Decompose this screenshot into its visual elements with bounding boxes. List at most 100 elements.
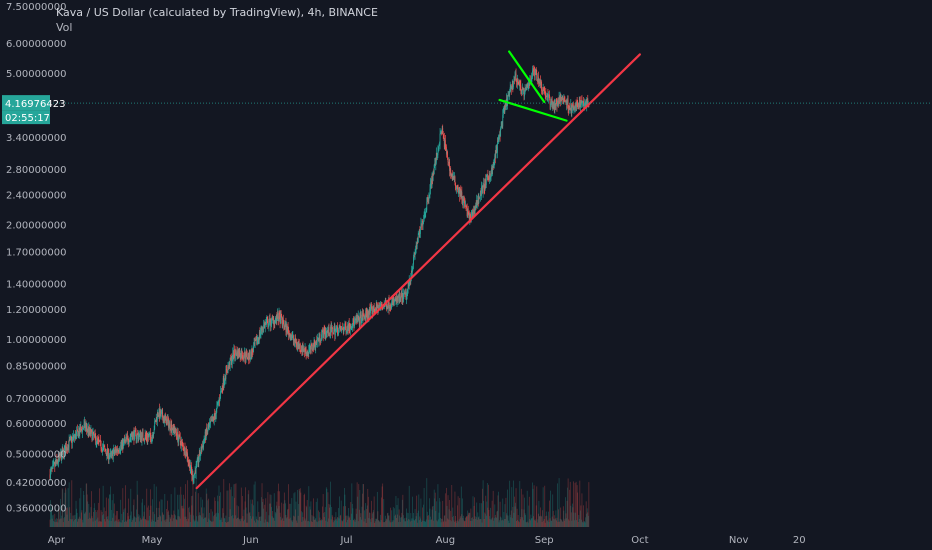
trendlines-layer[interactable] xyxy=(195,50,641,490)
volume-bar xyxy=(379,522,381,527)
candle-body xyxy=(256,338,258,344)
candle-body xyxy=(190,465,192,472)
wedge-trendline[interactable] xyxy=(508,50,546,104)
volume-bar xyxy=(371,518,373,527)
volume-bar xyxy=(108,498,109,527)
candle-body xyxy=(244,351,246,359)
candle-body xyxy=(434,162,436,165)
candle-body xyxy=(510,85,512,90)
support-trendline[interactable] xyxy=(195,53,641,490)
candle-body xyxy=(414,252,416,255)
candle-body xyxy=(227,366,229,373)
candle-body xyxy=(160,410,161,416)
candle-body xyxy=(81,429,83,433)
volume-bar xyxy=(434,498,436,527)
volume-bar xyxy=(526,490,528,527)
candle-body xyxy=(475,204,477,207)
candle-body xyxy=(471,214,472,221)
price-axis[interactable]: 7.500000006.000000005.000000003.40000000… xyxy=(6,2,66,514)
volume-bar xyxy=(55,518,57,527)
candle-body xyxy=(585,103,587,104)
volume-bar xyxy=(359,517,361,527)
volume-bar xyxy=(82,519,83,527)
candle-body xyxy=(240,352,242,359)
candle-body xyxy=(216,402,218,406)
volume-bar xyxy=(242,516,244,527)
volume-bar xyxy=(307,520,309,527)
volume-bar xyxy=(382,483,384,527)
candle-body xyxy=(284,324,286,328)
volume-bar xyxy=(586,508,588,527)
volume-bar xyxy=(141,502,143,527)
candle-body xyxy=(576,102,578,107)
volume-bar xyxy=(175,515,176,527)
volume-bar xyxy=(570,505,572,527)
candle-body xyxy=(235,349,237,354)
candle-body xyxy=(281,317,283,320)
volume-bar xyxy=(520,488,522,527)
volume-bar xyxy=(520,516,522,527)
volume-bar xyxy=(432,506,434,527)
volume-bar xyxy=(560,507,562,527)
volume-bar xyxy=(498,491,499,527)
candle-body xyxy=(237,350,239,358)
volume-bar xyxy=(241,518,243,527)
candle-body xyxy=(532,70,533,77)
volume-bar xyxy=(189,512,191,527)
candle-body xyxy=(517,79,519,83)
candle-body xyxy=(63,448,65,456)
candle-body xyxy=(480,190,482,196)
volume-bar xyxy=(126,521,127,527)
candle-body xyxy=(516,81,518,84)
volume-bar xyxy=(288,518,290,527)
volume-bar xyxy=(90,507,92,527)
candle-body xyxy=(544,90,546,94)
candle-body xyxy=(138,435,140,439)
candle-body xyxy=(274,318,276,324)
volume-bar xyxy=(501,520,503,527)
candle-body xyxy=(311,344,313,350)
volume-bar xyxy=(444,515,446,527)
volume-bar xyxy=(114,520,116,527)
volume-bar xyxy=(290,520,292,527)
candle-body xyxy=(226,368,227,370)
candle-body xyxy=(444,140,446,146)
candle-body xyxy=(558,100,559,105)
volume-bar xyxy=(88,503,90,527)
volume-bar xyxy=(231,516,233,527)
candle-body xyxy=(334,330,336,336)
volume-bar xyxy=(443,520,445,527)
candle-body xyxy=(366,311,368,318)
candle-body xyxy=(248,353,250,359)
volume-bar xyxy=(321,519,322,527)
candle-body xyxy=(116,449,117,453)
candle-body xyxy=(189,461,191,471)
volume-bar xyxy=(118,519,119,527)
volume-bar xyxy=(415,516,417,527)
candle-body xyxy=(343,328,345,330)
volume-bar xyxy=(394,515,396,527)
time-axis[interactable]: Apr May Jun Jul Aug Sep Oct Nov 20 xyxy=(48,535,806,546)
volume-bar xyxy=(229,509,231,527)
wedge-trendline[interactable] xyxy=(498,98,568,122)
volume-bar xyxy=(119,521,121,527)
volume-bar xyxy=(476,519,478,527)
volume-bar xyxy=(541,521,543,527)
volume-bar xyxy=(303,495,305,527)
candle-body xyxy=(133,432,134,434)
candle-body xyxy=(500,127,502,137)
candle-body xyxy=(274,320,276,324)
volume-bar xyxy=(307,521,309,527)
candle-body xyxy=(61,449,63,460)
candle-body xyxy=(564,99,566,102)
candle-body xyxy=(569,107,571,109)
volume-bar xyxy=(559,521,561,527)
candle-body xyxy=(532,69,534,71)
volume-bar xyxy=(494,504,496,527)
candle-body xyxy=(258,332,260,341)
candle-body xyxy=(466,206,468,217)
candle-body xyxy=(458,187,460,191)
candle-body xyxy=(148,435,150,438)
volume-bar xyxy=(340,514,342,527)
